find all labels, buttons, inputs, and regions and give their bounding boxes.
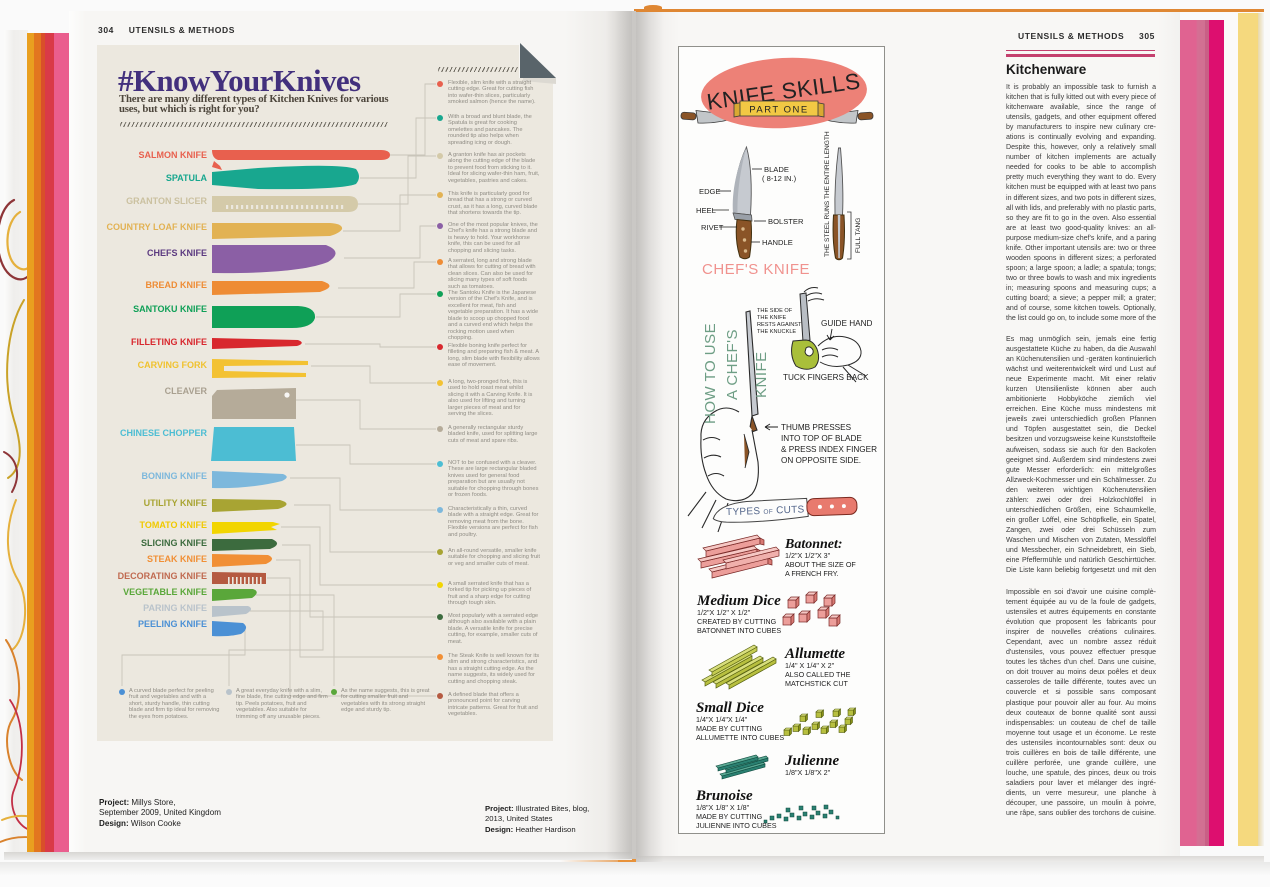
svg-text:ALSO CALLED THE: ALSO CALLED THE bbox=[785, 670, 851, 679]
svg-text:THE SIDE OF: THE SIDE OF bbox=[757, 308, 793, 314]
svg-text:Small Dice: Small Dice bbox=[696, 700, 764, 716]
svg-text:TYPES OF CUTS: TYPES OF CUTS bbox=[726, 504, 805, 518]
svg-text:UTILITY KNIFE: UTILITY KNIFE bbox=[144, 498, 207, 508]
svg-text:& PRESS INDEX FINGER: & PRESS INDEX FINGER bbox=[781, 445, 877, 454]
svg-text:Medium Dice: Medium Dice bbox=[696, 593, 781, 609]
svg-text:Allumette: Allumette bbox=[784, 646, 845, 662]
svg-text:1/8"X 1/8"X 2": 1/8"X 1/8"X 2" bbox=[785, 768, 831, 777]
svg-text:BATONNET INTO CUBES: BATONNET INTO CUBES bbox=[697, 626, 781, 635]
svg-text:FULL TANG: FULL TANG bbox=[855, 218, 862, 253]
svg-text:HANDLE: HANDLE bbox=[762, 238, 793, 247]
svg-text:CHINESE CHOPPER: CHINESE CHOPPER bbox=[120, 428, 208, 438]
svg-text:BLADE: BLADE bbox=[764, 165, 789, 174]
svg-text:1/8"X 1/8" X 1/8": 1/8"X 1/8" X 1/8" bbox=[696, 803, 750, 812]
svg-text:FILLETING KNIFE: FILLETING KNIFE bbox=[131, 337, 207, 347]
svg-text:RIVET: RIVET bbox=[701, 223, 724, 232]
svg-text:DECORATING KNIFE: DECORATING KNIFE bbox=[118, 571, 207, 581]
svg-text:1/2"X 1/2" X 1/2": 1/2"X 1/2" X 1/2" bbox=[697, 608, 751, 617]
svg-text:CARVING FORK: CARVING FORK bbox=[138, 360, 208, 370]
svg-text:SALMON KNIFE: SALMON KNIFE bbox=[139, 150, 208, 160]
svg-text:MADE BY CUTTING: MADE BY CUTTING bbox=[696, 724, 763, 733]
svg-text:VEGETABLE KNIFE: VEGETABLE KNIFE bbox=[123, 587, 207, 597]
svg-text:A CHEF'S: A CHEF'S bbox=[724, 329, 741, 400]
svg-text:PEELING KNIFE: PEELING KNIFE bbox=[138, 619, 207, 629]
svg-text:Julienne: Julienne bbox=[784, 753, 840, 769]
svg-text:MADE BY CUTTING: MADE BY CUTTING bbox=[696, 812, 763, 821]
svg-text:( 8-12 IN.): ( 8-12 IN.) bbox=[762, 174, 797, 183]
svg-text:THE STEEL RUNS THE ENTIRE LENG: THE STEEL RUNS THE ENTIRE LENGTH bbox=[824, 131, 831, 257]
svg-text:THE KNIFE: THE KNIFE bbox=[757, 315, 786, 321]
svg-text:BOLSTER: BOLSTER bbox=[768, 217, 804, 226]
svg-text:BONING KNIFE: BONING KNIFE bbox=[141, 471, 207, 481]
svg-text:INTO TOP OF BLADE: INTO TOP OF BLADE bbox=[781, 434, 862, 443]
svg-text:STEAK KNIFE: STEAK KNIFE bbox=[147, 554, 207, 564]
svg-text:1/2"X 1/2"X 3": 1/2"X 1/2"X 3" bbox=[785, 551, 831, 560]
svg-text:JULIENNE INTO CUBES: JULIENNE INTO CUBES bbox=[696, 821, 777, 830]
svg-text:Batonnet:: Batonnet: bbox=[784, 537, 843, 552]
svg-text:GRANTON SLICER: GRANTON SLICER bbox=[126, 196, 207, 206]
svg-text:BREAD KNIFE: BREAD KNIFE bbox=[145, 280, 207, 290]
svg-text:TUCK FINGERS BACK: TUCK FINGERS BACK bbox=[783, 373, 869, 382]
svg-text:COUNTRY LOAF KNIFE: COUNTRY LOAF KNIFE bbox=[107, 222, 208, 232]
svg-text:EDGE: EDGE bbox=[699, 187, 721, 196]
svg-text:HEEL: HEEL bbox=[696, 206, 716, 215]
svg-text:SLICING KNIFE: SLICING KNIFE bbox=[141, 538, 207, 548]
svg-text:A FRENCH FRY.: A FRENCH FRY. bbox=[785, 569, 839, 578]
svg-text:PART ONE: PART ONE bbox=[749, 105, 809, 116]
svg-text:SANTOKU KNIFE: SANTOKU KNIFE bbox=[133, 304, 207, 314]
svg-text:GUIDE HAND: GUIDE HAND bbox=[821, 319, 872, 328]
svg-text:RESTS AGAINST: RESTS AGAINST bbox=[757, 322, 802, 328]
svg-text:TOMATO KNIFE: TOMATO KNIFE bbox=[140, 520, 208, 530]
svg-text:ON OPPOSITE SIDE.: ON OPPOSITE SIDE. bbox=[781, 456, 861, 465]
svg-text:1/4" X 1/4" X 2": 1/4" X 1/4" X 2" bbox=[785, 661, 835, 670]
svg-text:1/4"X 1/4"X 1/4": 1/4"X 1/4"X 1/4" bbox=[696, 715, 748, 724]
svg-text:CREATED BY CUTTING: CREATED BY CUTTING bbox=[697, 617, 777, 626]
svg-text:KNIFE: KNIFE bbox=[753, 351, 770, 398]
svg-text:THE KNUCKLE: THE KNUCKLE bbox=[757, 329, 796, 335]
svg-text:CHEFS KNIFE: CHEFS KNIFE bbox=[147, 248, 207, 258]
svg-text:PARING KNIFE: PARING KNIFE bbox=[143, 603, 207, 613]
svg-text:ABOUT THE SIZE OF: ABOUT THE SIZE OF bbox=[785, 560, 856, 569]
svg-text:ALLUMETTE INTO CUBES: ALLUMETTE INTO CUBES bbox=[696, 733, 784, 742]
svg-text:CLEAVER: CLEAVER bbox=[165, 386, 208, 396]
svg-text:SPATULA: SPATULA bbox=[166, 173, 208, 183]
svg-text:CHEF'S KNIFE: CHEF'S KNIFE bbox=[702, 261, 810, 278]
svg-text:MATCHSTICK CUT: MATCHSTICK CUT bbox=[785, 679, 849, 688]
svg-text:Brunoise: Brunoise bbox=[695, 788, 753, 804]
svg-text:HOW TO USE: HOW TO USE bbox=[702, 323, 719, 424]
svg-text:THUMB PRESSES: THUMB PRESSES bbox=[781, 423, 852, 432]
